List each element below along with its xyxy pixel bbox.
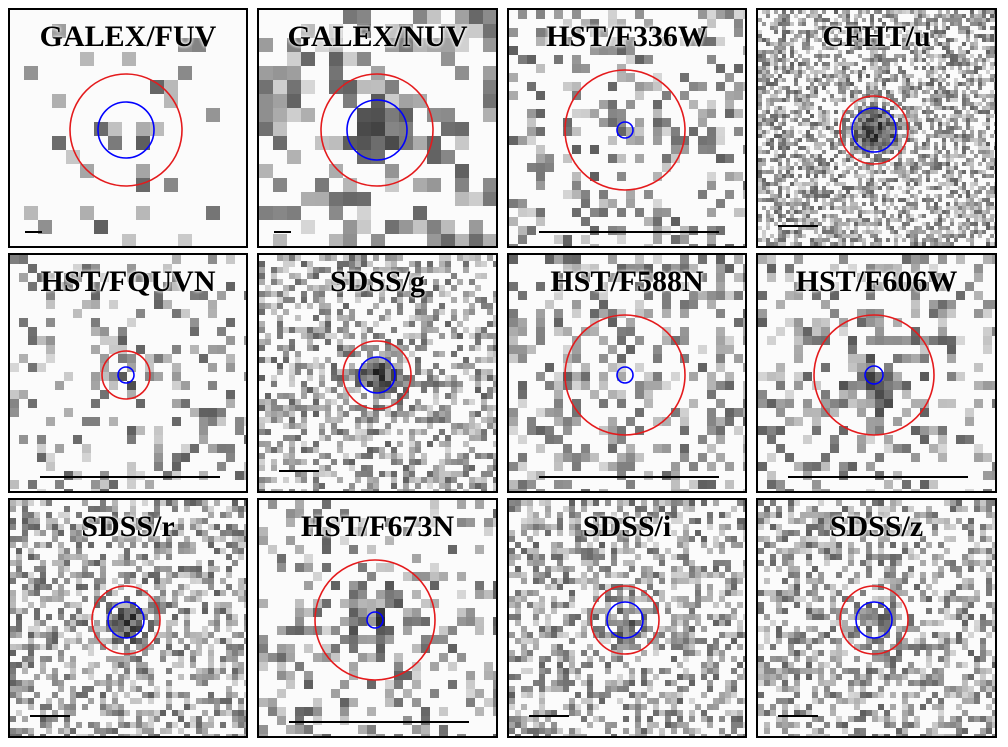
- filter-label: GALEX/FUV: [39, 20, 217, 53]
- pixel-noise: [758, 255, 995, 491]
- cutout-panel: HST/FQUVN: [8, 253, 248, 493]
- outer-aperture-circle: [564, 69, 686, 191]
- pixel-noise: [509, 10, 745, 246]
- cutout-panel: SDSS/g: [257, 253, 498, 493]
- outer-aperture-circle: [320, 73, 434, 187]
- cutout-panel: SDSS/i: [507, 498, 747, 738]
- inner-aperture-circle: [366, 611, 384, 629]
- inner-aperture-circle: [97, 101, 155, 159]
- pixel-noise: [259, 255, 496, 491]
- filter-label: HST/F588N: [550, 265, 704, 298]
- inner-aperture-circle: [616, 366, 634, 384]
- outer-aperture-circle: [839, 585, 909, 655]
- outer-aperture-circle: [69, 73, 183, 187]
- pixel-noise: [758, 10, 995, 246]
- inner-aperture-circle: [606, 601, 644, 639]
- cutout-panel: HST/F606W: [756, 253, 997, 493]
- outer-aperture-circle: [314, 559, 436, 681]
- inner-aperture-circle: [616, 121, 634, 139]
- cutout-image: [259, 10, 496, 246]
- pixel-noise: [259, 500, 496, 736]
- cutout-panel: SDSS/z: [756, 498, 997, 738]
- inner-aperture-circle: [117, 366, 135, 384]
- pixel-noise: [10, 500, 246, 736]
- cutout-panel: GALEX/NUV: [257, 8, 498, 248]
- cutout-image: [509, 500, 745, 736]
- cutout-panel: HST/F588N: [507, 253, 747, 493]
- pixel-noise: [758, 500, 995, 736]
- filter-label: SDSS/z: [829, 510, 924, 543]
- inner-aperture-circle: [358, 356, 396, 394]
- cutout-panel: CFHT/u: [756, 8, 997, 248]
- outer-aperture-circle: [91, 585, 161, 655]
- inner-aperture-circle: [864, 365, 884, 385]
- inner-aperture-circle: [346, 99, 408, 161]
- pixel-noise: [509, 500, 745, 736]
- filter-label: HST/F673N: [300, 510, 455, 543]
- outer-aperture-circle: [101, 350, 151, 400]
- cutout-image: [10, 500, 246, 736]
- outer-aperture-circle: [590, 585, 660, 655]
- cutout-image: [259, 500, 496, 736]
- cutout-image: [758, 500, 995, 736]
- pixel-noise: [509, 255, 745, 491]
- filter-label: SDSS/g: [329, 265, 426, 298]
- pixel-noise: [259, 10, 496, 246]
- outer-aperture-circle: [813, 314, 935, 436]
- filter-label: SDSS/r: [81, 510, 175, 543]
- cutout-panel: SDSS/r: [8, 498, 248, 738]
- outer-aperture-circle: [564, 314, 686, 436]
- cutout-image: [509, 255, 745, 491]
- cutout-panel: GALEX/FUV: [8, 8, 248, 248]
- filter-label: HST/F336W: [546, 20, 708, 53]
- cutout-image: [24, 24, 220, 246]
- filter-label: CFHT/u: [822, 20, 931, 53]
- filter-label: SDSS/i: [582, 510, 672, 543]
- inner-aperture-circle: [855, 601, 893, 639]
- cutout-image: [758, 10, 995, 246]
- outer-aperture-circle: [839, 95, 909, 165]
- cutout-image: [758, 255, 995, 491]
- pixel-noise: [10, 255, 246, 491]
- cutout-image: [259, 255, 496, 491]
- cutout-image: [10, 255, 246, 491]
- cutout-panel: HST/F336W: [507, 8, 747, 248]
- inner-aperture-circle: [851, 107, 897, 153]
- cutout-panel: HST/F673N: [257, 498, 498, 738]
- filter-label: GALEX/NUV: [287, 20, 468, 53]
- outer-aperture-circle: [342, 340, 412, 410]
- cutout-image: [509, 10, 745, 246]
- inner-aperture-circle: [107, 601, 145, 639]
- pixel-noise: [24, 24, 220, 246]
- filter-label: HST/FQUVN: [40, 265, 216, 298]
- filter-label: HST/F606W: [795, 265, 958, 298]
